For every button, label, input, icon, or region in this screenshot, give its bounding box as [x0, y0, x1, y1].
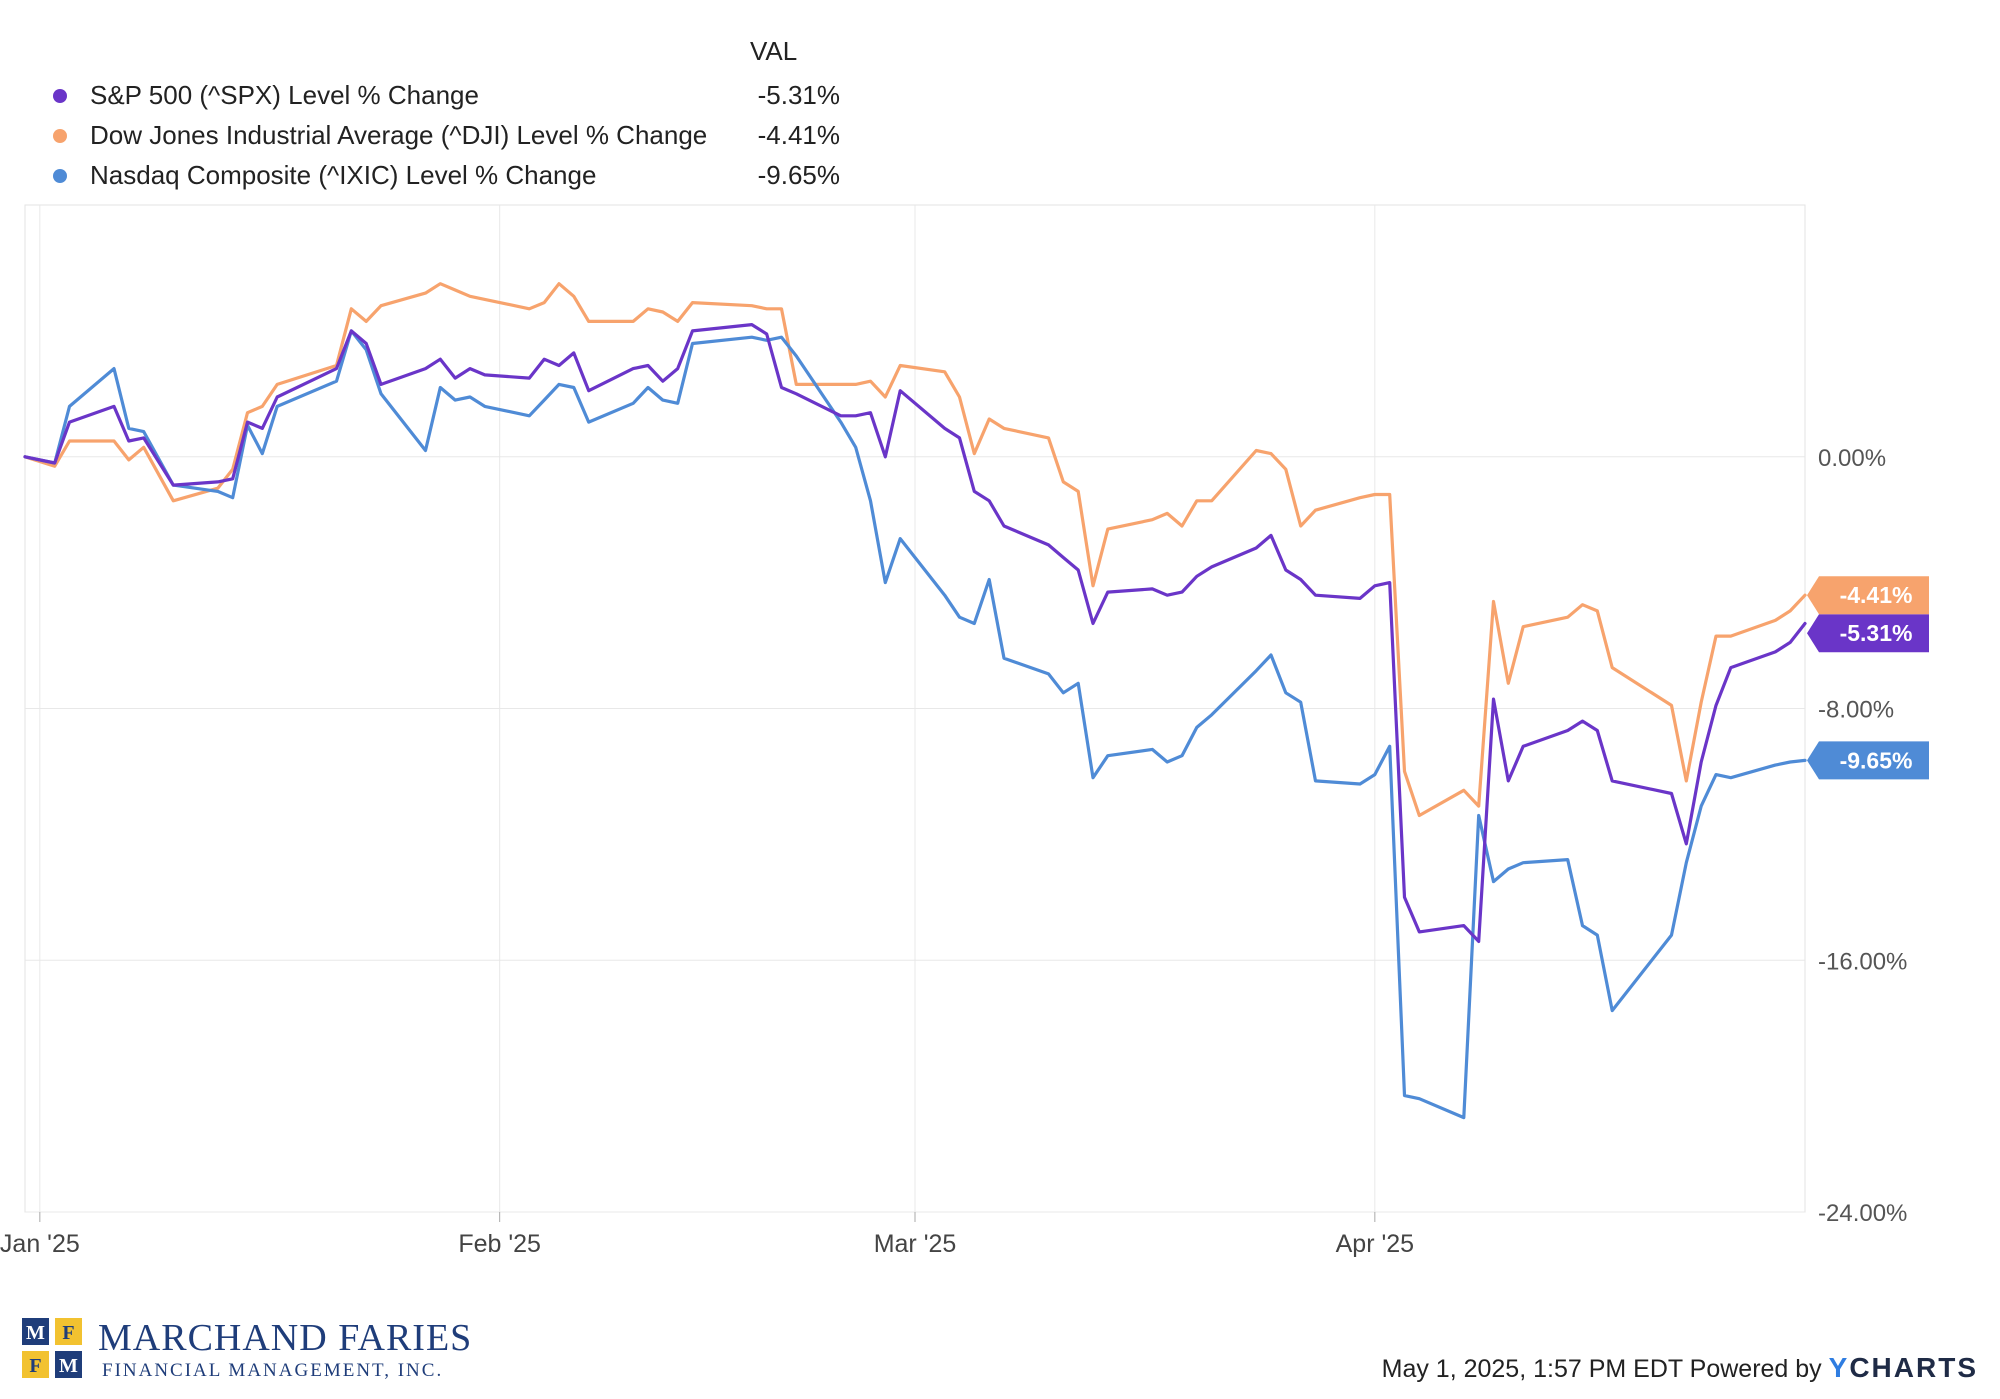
- legend-value: -5.31%: [757, 80, 840, 110]
- legend-label: Dow Jones Industrial Average (^DJI) Leve…: [90, 120, 708, 150]
- x-tick-label: Jan '25: [0, 1230, 80, 1258]
- latest-value-labels: -5.31% -4.41% -9.65%: [1807, 576, 1929, 780]
- legend-dot-icon: [53, 169, 67, 183]
- legend-item-dji[interactable]: Dow Jones Industrial Average (^DJI) Leve…: [40, 116, 840, 152]
- ycharts-logo-text: CHARTS: [1849, 1352, 1978, 1383]
- legend-value: -9.65%: [757, 160, 840, 190]
- badge-value: -5.31%: [1840, 620, 1913, 646]
- x-tick-label: Apr '25: [1336, 1230, 1414, 1258]
- badge-value: -4.41%: [1840, 582, 1913, 608]
- series-line: [23, 282, 1807, 818]
- legend-header: VAL: [750, 36, 798, 66]
- grid-lines: [25, 205, 1805, 1213]
- badge-shape: [1807, 576, 1929, 615]
- series-line: [23, 329, 1807, 1120]
- y-tick-label: -8.00%: [1818, 697, 1894, 724]
- latest-value-badge: -9.65%: [1807, 741, 1929, 780]
- badge-shape: [1807, 741, 1929, 780]
- series-line: [23, 323, 1807, 944]
- y-tick-label: -16.00%: [1818, 948, 1907, 975]
- badge-shape: [1807, 614, 1929, 653]
- legend-dot-icon: [53, 129, 67, 143]
- footer-powered-by: Powered by: [1689, 1355, 1822, 1383]
- logo-letter: M: [26, 1322, 45, 1344]
- latest-value-badge: -5.31%: [1807, 614, 1929, 653]
- footer-attribution: May 1, 2025, 1:57 PM EDT Powered by YCHA…: [1382, 1352, 1978, 1384]
- x-axis-ticks: Jan '25 Feb '25 Mar '25 Apr '25: [0, 1212, 1414, 1258]
- ycharts-logo-y: Y: [1828, 1352, 1850, 1383]
- ycharts-logo[interactable]: YCHARTS: [1829, 1352, 1978, 1383]
- logo-name: MARCHAND FARIES: [98, 1317, 473, 1359]
- legend-label: S&P 500 (^SPX) Level % Change: [90, 80, 479, 110]
- legend-label: Nasdaq Composite (^IXIC) Level % Change: [90, 160, 597, 190]
- legend-item-spx[interactable]: S&P 500 (^SPX) Level % Change -5.31%: [40, 76, 840, 112]
- logo-mark-icon: M F F M: [22, 1318, 82, 1378]
- legend-dot-icon: [53, 89, 67, 103]
- logo-letter: M: [59, 1355, 78, 1377]
- footer-timestamp: May 1, 2025, 1:57 PM EDT: [1381, 1355, 1683, 1383]
- company-logo: M F F M MARCHAND FARIES FINANCIAL MANAGE…: [22, 1316, 522, 1381]
- y-axis-ticks: 0.00% -8.00% -16.00% -24.00%: [1818, 445, 1907, 1227]
- legend-value: -4.41%: [757, 120, 840, 150]
- badge-value: -9.65%: [1840, 747, 1913, 773]
- logo-letter: F: [29, 1355, 41, 1377]
- legend-item-ixic[interactable]: Nasdaq Composite (^IXIC) Level % Change …: [40, 156, 840, 192]
- series-lines: [23, 282, 1807, 1120]
- y-tick-label: 0.00%: [1818, 445, 1886, 472]
- logo-subtitle: FINANCIAL MANAGEMENT, INC.: [102, 1360, 444, 1381]
- x-tick-label: Feb '25: [458, 1230, 541, 1258]
- y-tick-label: -24.00%: [1818, 1200, 1907, 1227]
- logo-letter: F: [62, 1322, 74, 1344]
- latest-value-badge: -4.41%: [1807, 576, 1929, 615]
- x-tick-label: Mar '25: [874, 1230, 957, 1258]
